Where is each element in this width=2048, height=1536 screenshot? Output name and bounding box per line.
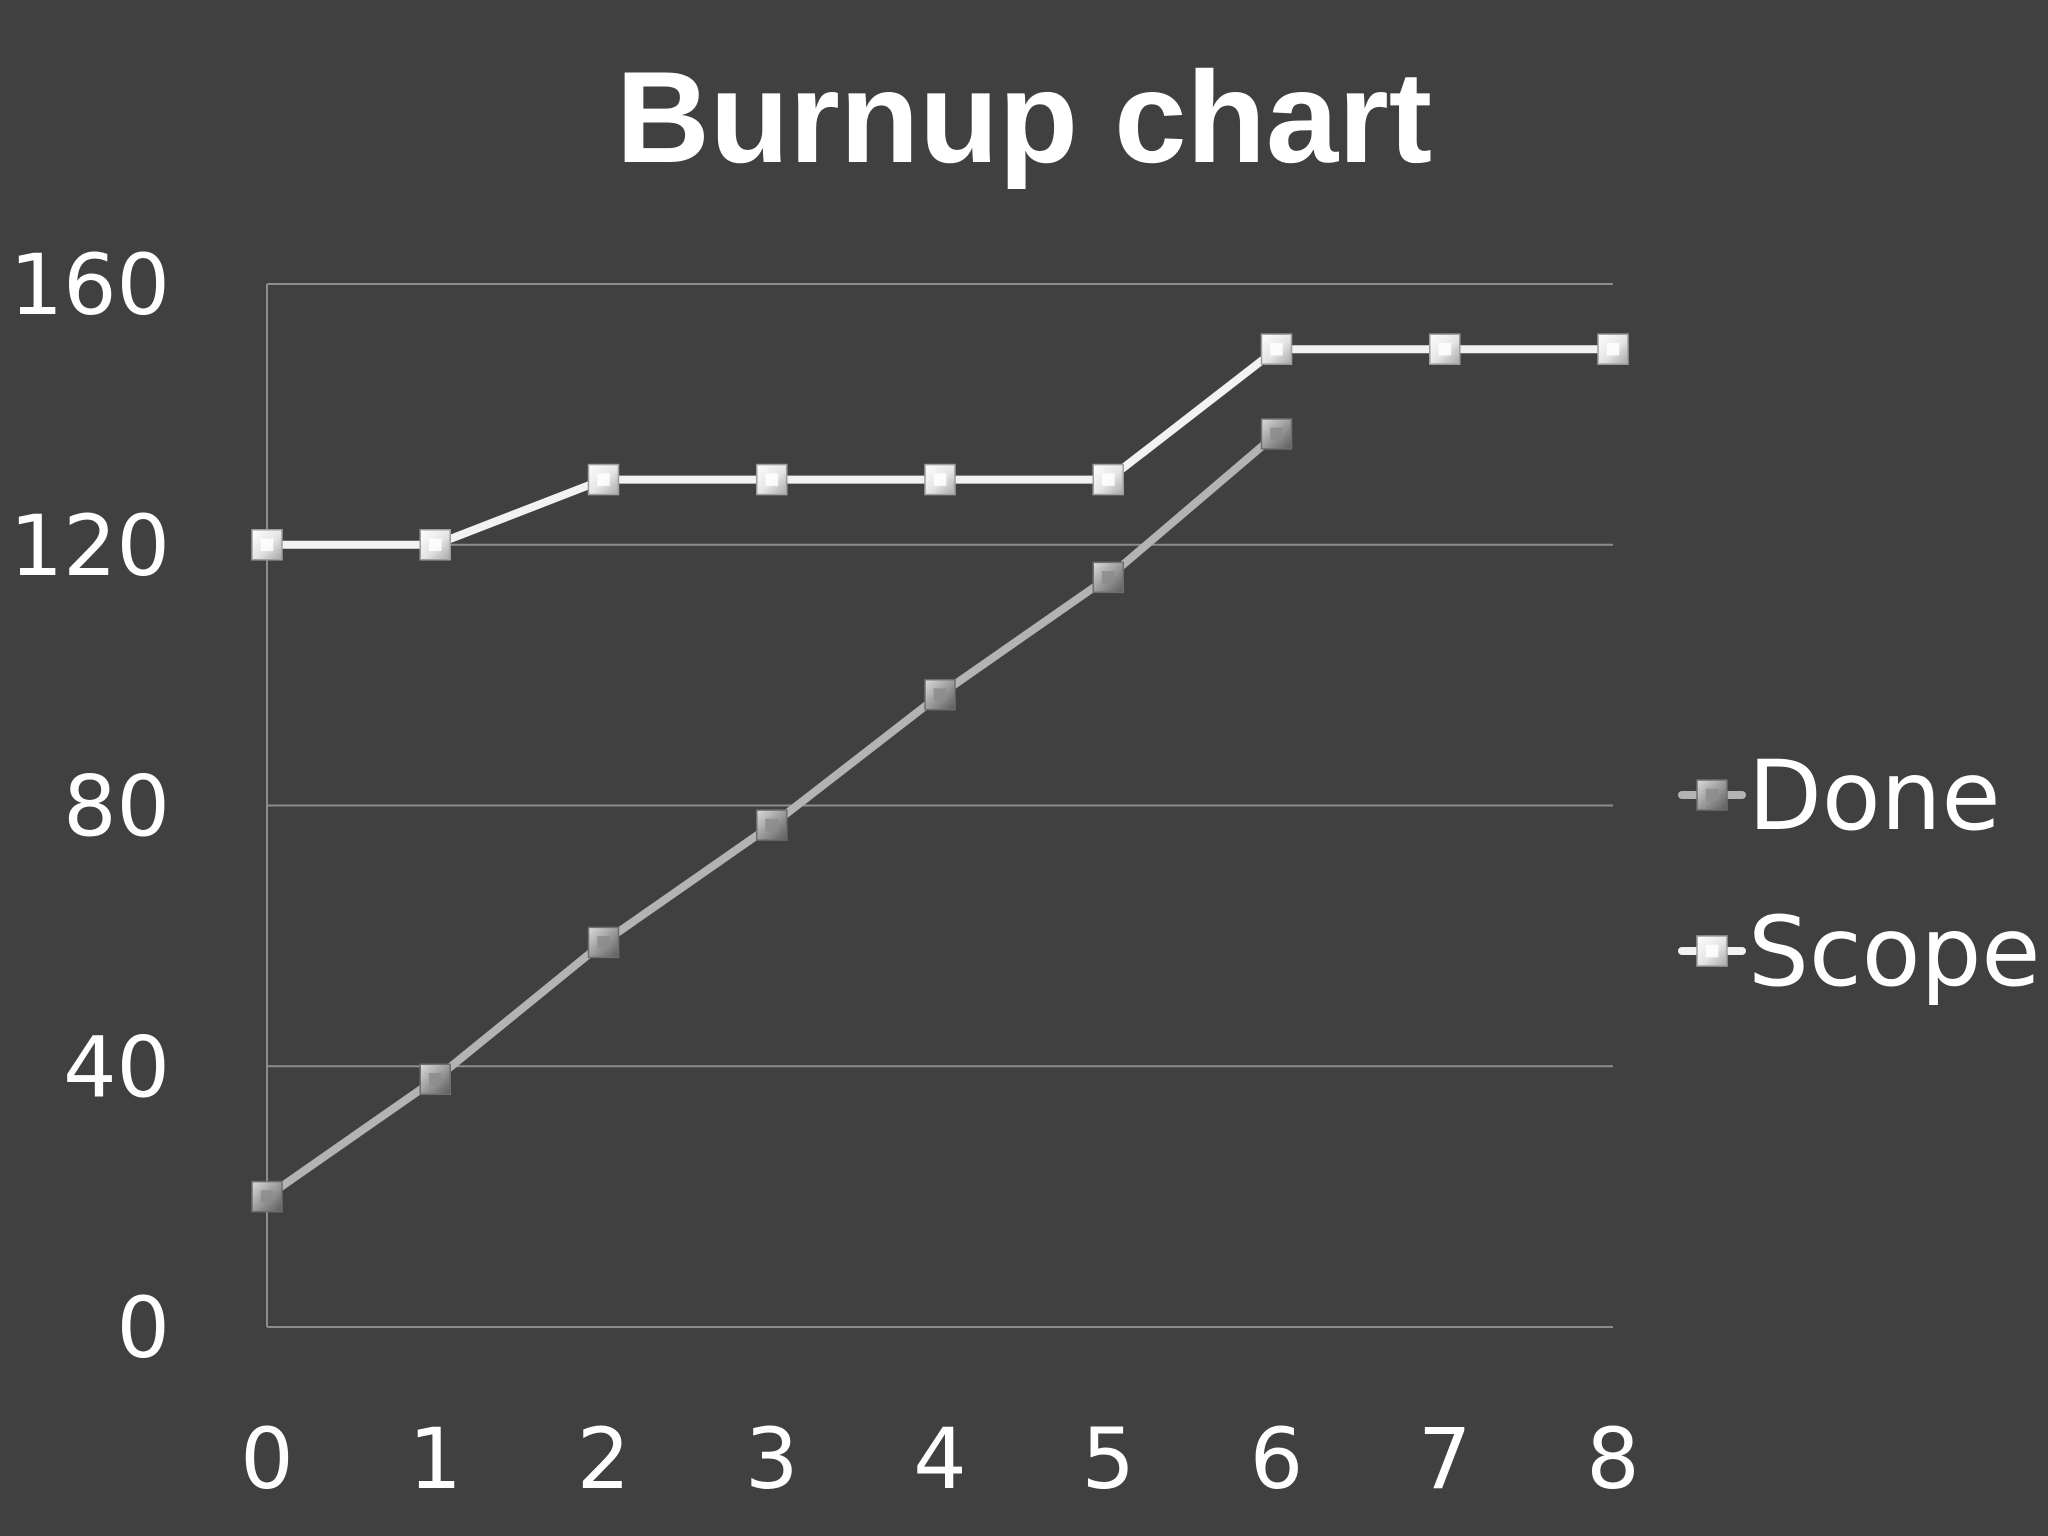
data-point-scope-3 [756,463,788,496]
data-point-scope-6 [1260,333,1293,365]
series-line-scope [267,345,1613,549]
legend-label-done: Done [1748,740,2001,852]
axes [266,284,1613,1328]
legend: Done Scope [1678,740,2040,1008]
data-series [251,333,1629,1213]
data-point-scope-1 [419,529,451,561]
data-point-scope-5 [1092,463,1124,496]
legend-label-scope: Scope [1748,896,2040,1008]
data-point-scope-0 [251,529,283,561]
data-point-scope-8 [1597,333,1629,365]
y-tick-label: 160 [10,236,170,334]
data-point-done-4 [924,678,956,711]
x-axis-tick-labels: 0 1 2 3 4 5 6 7 8 [240,1410,1639,1508]
x-tick-label: 8 [1586,1410,1639,1508]
legend-marker-scope [1696,935,1728,967]
y-axis-tick-labels: 0 40 80 120 160 [10,236,170,1377]
x-tick-label: 4 [913,1410,966,1508]
x-tick-label: 3 [745,1410,798,1508]
legend-marker-done [1696,779,1728,811]
x-tick-label: 6 [1250,1410,1303,1508]
data-point-done-0 [251,1180,283,1213]
y-tick-label: 80 [63,758,170,856]
grid-lines [267,283,1613,1068]
legend-item-scope: Scope [1678,896,2040,1008]
data-point-done-3 [756,809,788,841]
chart-title: Burnup chart [616,44,1432,190]
x-tick-label: 7 [1418,1410,1471,1508]
data-point-done-5 [1092,561,1124,594]
data-point-done-2 [587,926,620,959]
y-tick-label: 120 [10,497,170,595]
data-point-scope-4 [924,463,956,496]
x-tick-label: 1 [409,1410,462,1508]
x-tick-label: 5 [1082,1410,1135,1508]
y-tick-label: 0 [117,1279,170,1377]
y-tick-label: 40 [63,1018,170,1116]
data-point-scope-2 [587,463,620,496]
data-point-done-1 [419,1063,451,1096]
x-tick-label: 0 [240,1410,293,1508]
data-point-done-6 [1260,418,1293,450]
data-point-scope-7 [1429,333,1461,365]
legend-item-done: Done [1678,740,2001,852]
x-tick-label: 2 [577,1410,630,1508]
